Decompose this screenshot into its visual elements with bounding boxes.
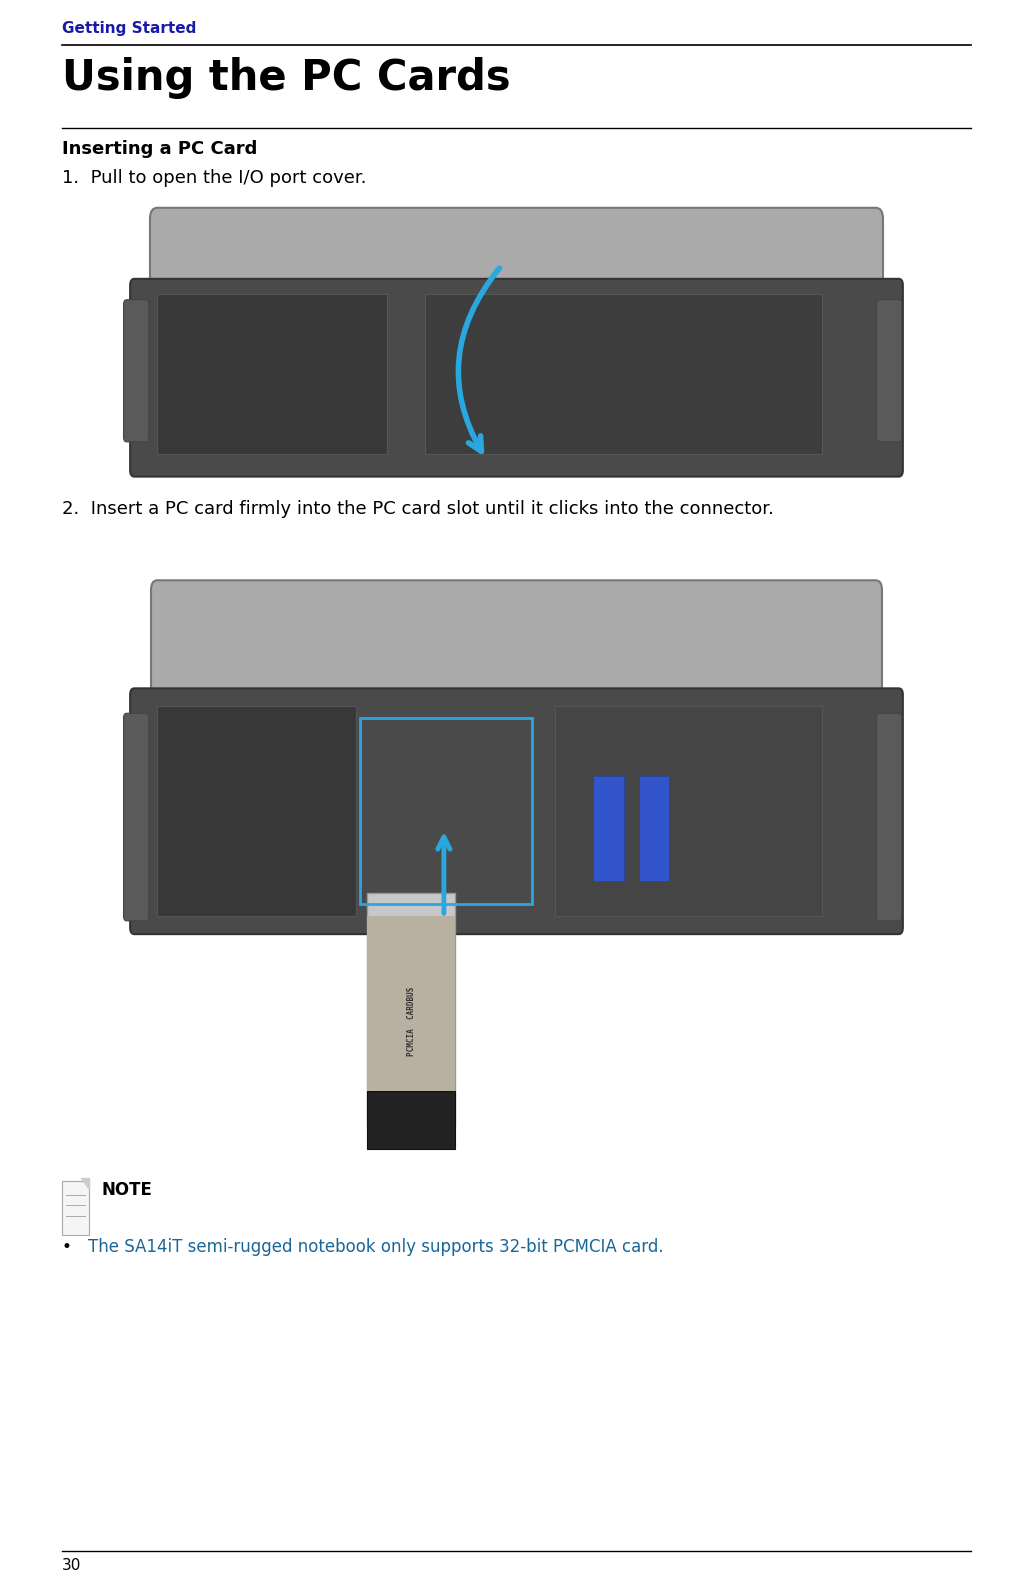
FancyBboxPatch shape <box>124 713 149 921</box>
Text: PCMCIA  CARDBUS: PCMCIA CARDBUS <box>407 986 416 1055</box>
Text: 1.  Pull to open the I/O port cover.: 1. Pull to open the I/O port cover. <box>62 169 367 187</box>
FancyBboxPatch shape <box>62 1181 89 1235</box>
FancyBboxPatch shape <box>130 279 903 477</box>
FancyBboxPatch shape <box>593 776 624 881</box>
FancyBboxPatch shape <box>876 713 902 921</box>
FancyBboxPatch shape <box>555 707 822 916</box>
FancyBboxPatch shape <box>157 294 386 453</box>
FancyBboxPatch shape <box>151 581 882 710</box>
FancyBboxPatch shape <box>368 1092 456 1149</box>
FancyBboxPatch shape <box>638 776 669 881</box>
Text: Using the PC Cards: Using the PC Cards <box>62 57 510 99</box>
FancyBboxPatch shape <box>425 294 822 453</box>
FancyBboxPatch shape <box>368 892 456 1125</box>
Text: Inserting a PC Card: Inserting a PC Card <box>62 140 257 158</box>
FancyBboxPatch shape <box>157 707 356 916</box>
Text: Getting Started: Getting Started <box>62 21 196 35</box>
FancyBboxPatch shape <box>876 300 902 442</box>
Text: •: • <box>62 1238 72 1256</box>
FancyBboxPatch shape <box>150 207 883 298</box>
FancyBboxPatch shape <box>124 300 149 442</box>
FancyBboxPatch shape <box>130 688 903 934</box>
Text: 2.  Insert a PC card firmly into the PC card slot until it clicks into the conne: 2. Insert a PC card firmly into the PC c… <box>62 500 774 517</box>
FancyBboxPatch shape <box>368 916 456 1092</box>
Text: The SA14iT semi-rugged notebook only supports 32-bit PCMCIA card.: The SA14iT semi-rugged notebook only sup… <box>88 1238 663 1256</box>
Text: NOTE: NOTE <box>101 1181 152 1199</box>
Polygon shape <box>82 1178 89 1189</box>
Text: 30: 30 <box>62 1558 82 1572</box>
